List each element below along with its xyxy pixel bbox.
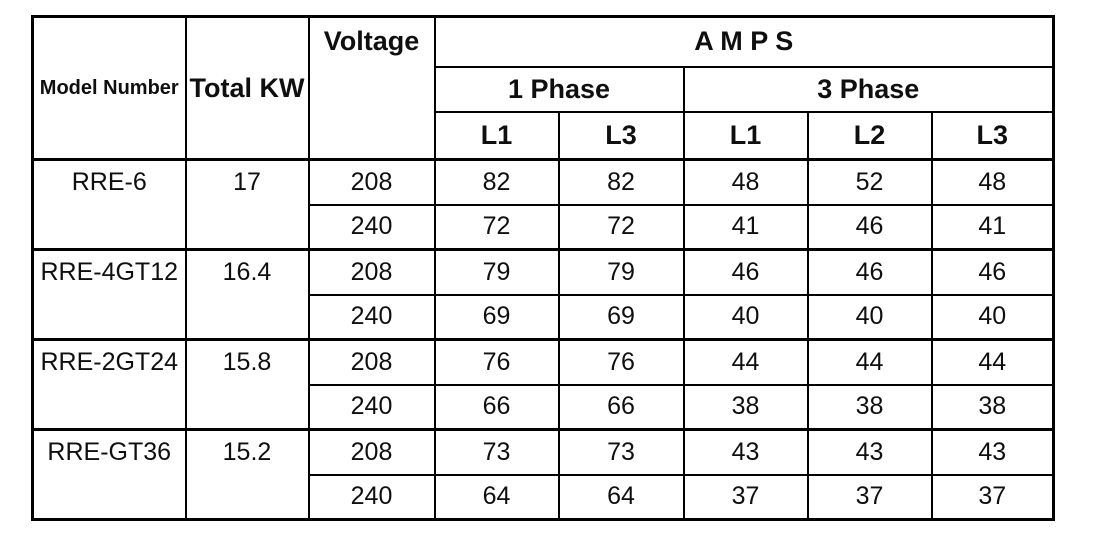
model-number-header: Model Number — [31, 15, 187, 161]
electrical-ratings-table: Model Number Total KW Voltage A M P S 1 … — [31, 15, 1056, 521]
amp-cell: 37 — [930, 473, 1055, 521]
voltage-cell: 240 — [307, 383, 436, 431]
total-kw-header: Total KW — [184, 15, 310, 161]
phase3-l1-header: L1 — [682, 110, 809, 161]
amp-cell: 46 — [930, 248, 1055, 296]
amp-cell: 44 — [806, 338, 933, 386]
model-cell: RRE-4GT12 — [31, 248, 187, 341]
amp-cell: 37 — [806, 473, 933, 521]
model-cell: RRE-6 — [31, 158, 187, 251]
table-row: RRE-4GT12 16.4 208 79 79 46 46 46 — [31, 248, 1055, 341]
amp-cell: 40 — [806, 293, 933, 341]
phase3-l3-header: L3 — [930, 110, 1055, 161]
voltage-cell: 240 — [307, 473, 436, 521]
amp-cell: 44 — [930, 338, 1055, 386]
model-cell: RRE-2GT24 — [31, 338, 187, 431]
phase3-header: 3 Phase — [682, 65, 1055, 113]
voltage-cell: 208 — [307, 338, 436, 386]
amp-cell: 37 — [682, 473, 809, 521]
voltage-cell: 240 — [307, 293, 436, 341]
amp-cell: 66 — [557, 383, 685, 431]
voltage-cell: 240 — [307, 203, 436, 251]
amp-cell: 73 — [433, 428, 560, 476]
voltage-header: Voltage — [307, 15, 436, 161]
amp-cell: 43 — [682, 428, 809, 476]
table-row: RRE-GT36 15.2 208 73 73 43 43 43 — [31, 428, 1055, 521]
phase1-l1-header: L1 — [433, 110, 560, 161]
amp-cell: 44 — [682, 338, 809, 386]
amp-cell: 64 — [557, 473, 685, 521]
amp-cell: 43 — [806, 428, 933, 476]
amp-cell: 52 — [806, 158, 933, 206]
voltage-cell: 208 — [307, 158, 436, 206]
table-row: 240 66 66 38 38 38 — [33, 383, 1055, 431]
amp-cell: 69 — [433, 293, 560, 341]
amp-cell: 38 — [806, 383, 933, 431]
phase3-l2-header: L2 — [806, 110, 933, 161]
amp-cell: 76 — [433, 338, 560, 386]
table-row: RRE-2GT24 15.8 208 76 76 44 44 44 — [31, 338, 1055, 431]
amp-cell: 79 — [433, 248, 560, 296]
amp-cell: 66 — [433, 383, 560, 431]
amp-cell: 46 — [806, 248, 933, 296]
amp-cell: 40 — [930, 293, 1055, 341]
amp-cell: 73 — [557, 428, 685, 476]
table-row: 240 72 72 41 46 41 — [33, 203, 1055, 251]
amp-cell: 43 — [930, 428, 1055, 476]
amp-cell: 69 — [557, 293, 685, 341]
model-cell: RRE-GT36 — [31, 428, 187, 521]
amp-cell: 41 — [682, 203, 809, 251]
amp-cell: 82 — [557, 158, 685, 206]
table-row: 240 69 69 40 40 40 — [33, 293, 1055, 341]
amp-cell: 79 — [557, 248, 685, 296]
amp-cell: 46 — [806, 203, 933, 251]
amp-cell: 41 — [930, 203, 1055, 251]
amp-cell: 46 — [682, 248, 809, 296]
phase1-header: 1 Phase — [433, 65, 685, 113]
amps-header: A M P S — [433, 15, 1055, 68]
total-kw-cell: 15.8 — [184, 338, 310, 431]
amp-cell: 76 — [557, 338, 685, 386]
voltage-cell: 208 — [307, 248, 436, 296]
voltage-cell: 208 — [307, 428, 436, 476]
amp-cell: 38 — [930, 383, 1055, 431]
total-kw-cell: 15.2 — [184, 428, 310, 521]
amp-cell: 48 — [682, 158, 809, 206]
amp-cell: 82 — [433, 158, 560, 206]
total-kw-cell: 16.4 — [184, 248, 310, 341]
amp-cell: 38 — [682, 383, 809, 431]
table-row: RRE-6 17 208 82 82 48 52 48 — [31, 158, 1055, 251]
amp-cell: 72 — [433, 203, 560, 251]
amp-cell: 72 — [557, 203, 685, 251]
amp-cell: 48 — [930, 158, 1055, 206]
amp-cell: 64 — [433, 473, 560, 521]
amp-cell: 40 — [682, 293, 809, 341]
table-row: 240 64 64 37 37 37 — [33, 473, 1055, 521]
total-kw-cell: 17 — [184, 158, 310, 251]
phase1-l3-header: L3 — [557, 110, 685, 161]
